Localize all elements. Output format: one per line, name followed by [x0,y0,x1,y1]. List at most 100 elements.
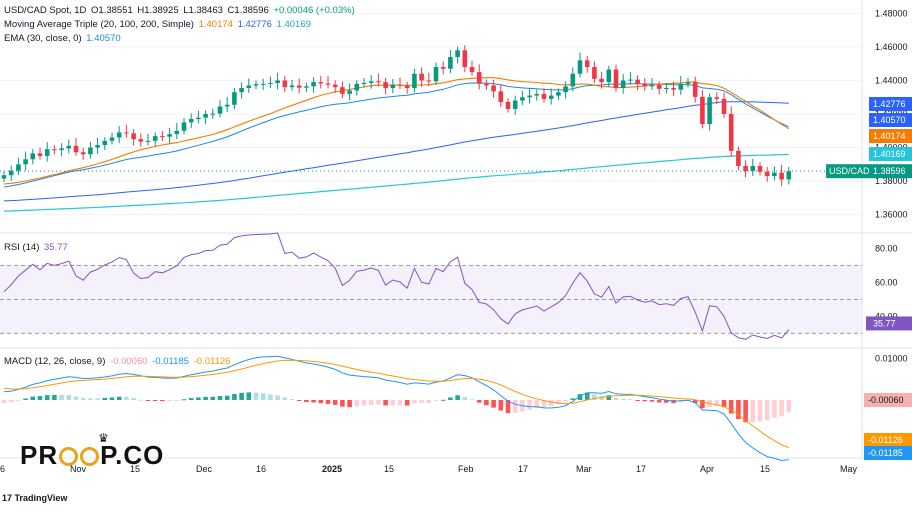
macd-histogram-bar [664,400,669,403]
macd-value-tag-label: -0.01185 [868,448,903,458]
ema-legend-name: EMA (30, close, 0) [4,33,82,44]
price-tag-name: USD/CAD [829,166,870,176]
candle-body [224,104,230,107]
candle-body [217,106,223,114]
candle-body [73,145,79,153]
macd-histogram-bar [246,392,252,400]
time-axis-label: 6 [0,464,5,474]
candle-body [548,95,554,99]
candle-body [448,56,453,69]
candle-body [728,114,734,151]
macd-histogram-bar [59,394,64,400]
macd-histogram-bar [268,394,273,400]
macd-histogram-bar [606,395,612,400]
macd-histogram-bar [656,400,662,403]
candle-body [656,84,662,89]
macd-histogram-bar [52,394,57,400]
candle-body [599,78,604,83]
price-tag-name-box [826,164,870,179]
candle-body [260,83,266,85]
candle-body [750,165,756,172]
ohlc-close: 1.38596 [234,5,269,16]
macd-histogram-bar [174,400,180,401]
macd-histogram-bar [383,400,388,406]
macd-histogram-bar [88,398,93,400]
macd-histogram-bar [80,398,86,400]
macd-signal-line [3,359,789,449]
candle-body [23,159,28,165]
candle-body [397,84,403,86]
candle-body [167,134,172,137]
macd-histogram-bar [37,396,43,400]
candle-body [88,147,93,155]
candle-body [253,84,259,86]
tradingview-logo-icon: 17 [2,493,15,503]
ma-legend-name: Moving Average Triple (20, 100, 200, Sim… [4,19,194,30]
candle-body [505,101,511,109]
time-axis-label: Mar [576,464,592,474]
price-header: USD/CAD Spot, 1D O1.38551 H1.38925 L1.38… [4,5,355,16]
candle-body [102,140,108,146]
candle-body [203,114,208,118]
macd-histogram-bar [296,400,302,401]
ma-value-tag [869,97,912,111]
site-logo: PR P.CO ♛ [20,431,165,470]
rsi-line [3,232,790,340]
macd-hist-value: -0.00060 [110,356,148,367]
macd-histogram-bar [224,395,230,400]
macd-histogram-bar [210,396,216,400]
candle-body [152,136,158,141]
macd-histogram-bar [16,400,21,401]
time-axis-label: 17 [518,464,528,474]
macd-histogram-bar [30,396,36,400]
macd-histogram-bar [577,394,583,400]
ma100-value: 1.42776 [237,19,272,30]
candle-body [577,60,583,74]
macd-histogram-bar [476,400,482,403]
macd-histogram-bar [419,400,424,404]
rsi-tick-label: 80.00 [875,244,898,254]
macd-histogram-bar [160,400,165,402]
time-axis-label: Apr [700,464,714,474]
macd-histogram-bar [188,398,194,400]
macd-histogram-bar [289,399,295,401]
ema-value: 1.40570 [86,33,121,44]
macd-histogram-bar [433,400,439,401]
time-axis-label: 16 [256,464,266,474]
candle-body [714,97,720,99]
candle-body [311,82,316,87]
macd-histogram-bar [131,398,136,400]
candle-body [736,150,741,166]
candle-body [160,136,165,138]
macd-histogram-bar [534,400,540,409]
macd-value-tag [864,433,912,447]
macd-histogram-bar [152,400,158,401]
time-axis-label: Nov [70,464,87,474]
candle-body [138,139,144,142]
candle-body [404,85,410,89]
macd-histogram-bar [570,398,576,400]
time-axis-label: May [840,464,858,474]
candle-body [620,80,626,89]
candle-body [282,80,288,88]
macd-histogram-bar [102,397,108,400]
candle-body [527,95,532,98]
macd-histogram-bar [332,400,338,405]
price-title: USD/CAD Spot, 1D [4,5,87,16]
candle-body [584,60,590,68]
macd-histogram-bar [124,396,129,400]
tradingview-brand: 17 TradingView [2,493,67,503]
macd-histogram-bar [635,400,640,401]
candle-body [8,170,14,176]
rsi-legend-name: RSI (14) [4,242,40,253]
macd-histogram-bar [692,400,698,404]
candle-body [592,67,597,79]
macd-histogram-bar [484,400,489,406]
candle-body [296,85,302,88]
macd-histogram-bar [73,396,79,400]
macd-value-tag [864,393,912,407]
rsi-tick-label: 40.00 [875,311,898,321]
macd-histogram-bar [743,400,748,423]
candle-body [304,86,309,88]
time-axis-label: 15 [130,464,140,474]
